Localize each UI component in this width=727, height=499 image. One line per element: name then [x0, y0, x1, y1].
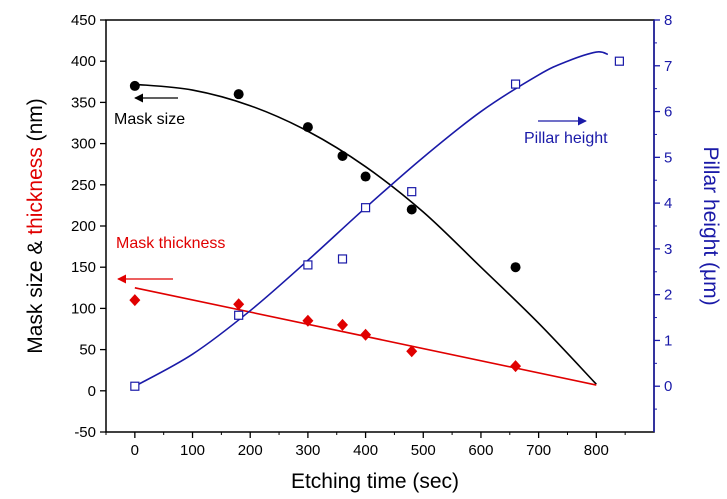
x-tick-label: 400: [353, 442, 378, 459]
y-right-tick-label: 7: [664, 58, 672, 75]
y-left-axis-ticks: -50 0 50 100 150 200 250 300 350 400 450: [71, 12, 106, 441]
y-right-tick-label: 6: [664, 104, 672, 121]
point-mask-thickness: [302, 314, 314, 327]
y-left-axis-title: Mask size & thickness (nm): [24, 98, 47, 354]
y-left-title-part2: thickness: [24, 147, 47, 235]
y-left-tick-label: 250: [71, 177, 96, 194]
x-tick-label: 100: [180, 442, 205, 459]
y-left-tick-label: 300: [71, 136, 96, 153]
point-pillar-height: [130, 381, 140, 391]
x-tick-label: 600: [468, 442, 493, 459]
point-mask-thickness: [337, 318, 349, 331]
point-mask-thickness: [406, 345, 418, 358]
point-mask-thickness: [510, 360, 522, 373]
y-left-tick-label: 150: [71, 259, 96, 276]
x-tick-label: 500: [411, 442, 436, 459]
point-pillar-height: [337, 254, 348, 264]
point-mask-size: [337, 150, 348, 161]
y-left-tick-label: 350: [71, 94, 96, 111]
point-mask-size: [233, 89, 244, 100]
annotation-mask-thickness: Mask thickness: [116, 235, 225, 252]
point-mask-size: [302, 122, 313, 133]
annotation-mask-size: Mask size: [114, 111, 185, 128]
y-right-axis-ticks: 0 1 2 3 4 5 6 7 8: [654, 12, 672, 410]
y-left-title-part1: Mask size &: [24, 235, 47, 354]
point-pillar-height: [234, 310, 244, 320]
y-left-tick-label: 400: [71, 53, 96, 70]
point-mask-size: [510, 262, 521, 273]
point-mask-size: [360, 171, 371, 182]
y-left-tick-label: 50: [79, 342, 96, 359]
fit-curve-mask-size: [134, 83, 597, 385]
x-tick-label: 200: [238, 442, 263, 459]
point-mask-thickness: [360, 328, 372, 341]
point-pillar-height: [407, 187, 417, 197]
point-pillar-height: [360, 203, 371, 213]
x-tick-label: 800: [584, 442, 609, 459]
y-right-axis-title: Pillar height (μm): [699, 146, 722, 305]
x-axis-title: Etching time (sec): [291, 470, 459, 493]
data-points: [129, 56, 624, 391]
point-pillar-height: [510, 79, 521, 89]
y-left-tick-label: 200: [71, 218, 96, 235]
y-left-tick-label: 0: [88, 383, 96, 400]
point-mask-thickness: [129, 294, 141, 307]
y-right-tick-label: 5: [664, 149, 672, 166]
y-right-tick-label: 0: [664, 378, 672, 395]
point-mask-thickness: [233, 298, 245, 311]
point-mask-size: [406, 204, 417, 215]
point-pillar-height: [303, 260, 313, 270]
x-axis-ticks: 0 100 200 300 400 500 600 700 800: [105, 432, 626, 459]
point-pillar-height: [614, 56, 624, 66]
y-right-tick-label: 3: [664, 241, 672, 258]
y-left-tick-label: 450: [71, 12, 96, 29]
annotation-pillar-height: Pillar height: [524, 130, 608, 147]
x-tick-label: 0: [131, 442, 139, 459]
fit-curves: [134, 50, 609, 387]
y-right-tick-label: 1: [664, 332, 672, 349]
point-mask-size: [129, 80, 140, 91]
y-left-tick-label: 100: [71, 300, 96, 317]
y-right-tick-label: 2: [664, 287, 672, 304]
y-left-title-part3: (nm): [24, 98, 47, 147]
y-right-tick-label: 8: [664, 12, 672, 29]
x-tick-label: 700: [526, 442, 551, 459]
fit-curve-pillar-height: [134, 50, 609, 387]
y-right-tick-label: 4: [664, 195, 672, 212]
plot-frame: [105, 19, 655, 433]
x-tick-label: 300: [295, 442, 320, 459]
y-left-tick-label: -50: [74, 424, 96, 441]
